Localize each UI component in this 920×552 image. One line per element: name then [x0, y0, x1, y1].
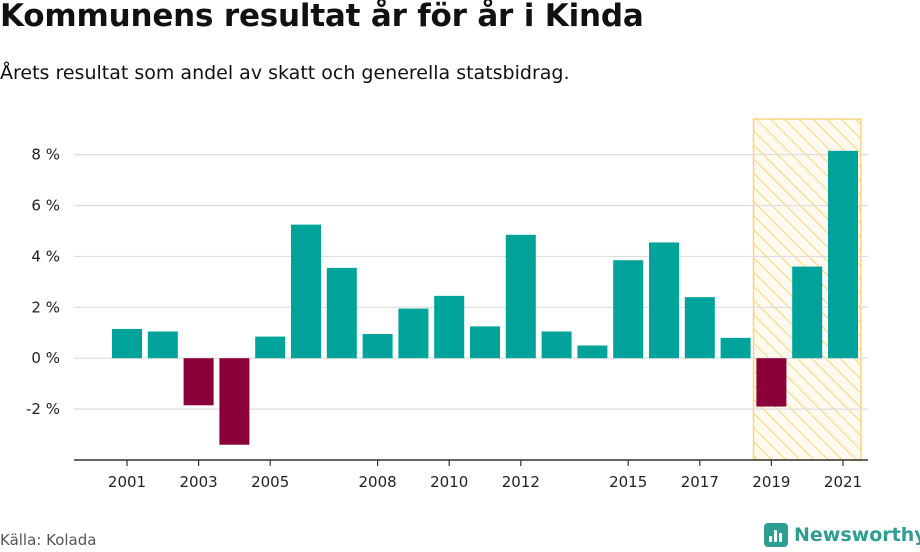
bar-2020	[792, 266, 823, 359]
x-tick-label: 2003	[180, 473, 218, 491]
x-tick-label: 2012	[502, 473, 540, 491]
bar-2006	[291, 224, 321, 359]
bar-2014	[577, 345, 608, 359]
x-tick-label: 2015	[609, 473, 647, 491]
source-note: Källa: Kolada	[0, 531, 97, 549]
logo-text: Newsworthy	[794, 524, 920, 546]
x-tick-label: 2001	[108, 473, 146, 491]
bar-chart-logo-icon	[764, 523, 788, 547]
x-tick-label: 2008	[359, 473, 397, 491]
y-tick-label: 2 %	[31, 298, 60, 316]
x-tick-label: 2019	[752, 473, 790, 491]
bar-2015	[613, 260, 644, 359]
y-tick-label: 4 %	[31, 247, 60, 265]
y-tick-label: 8 %	[31, 146, 60, 164]
bar-2012	[505, 234, 536, 359]
x-axis-labels: 2001 2003 2005 2008 2010 2012 2015 2017 2019 2021	[108, 473, 862, 491]
bar-2010	[434, 295, 465, 359]
bar-2008	[362, 334, 393, 359]
bar-2001	[112, 328, 142, 359]
bar-2007	[326, 267, 357, 359]
y-tick-label: 0 %	[31, 349, 60, 367]
chart-title: Kommunens resultat år för år i Kinda	[0, 0, 644, 34]
x-tick-label: 2010	[430, 473, 468, 491]
bar-2003	[183, 358, 214, 406]
bar-2009	[398, 308, 429, 359]
bar-2005	[255, 336, 286, 359]
newsworthy-logo: Newsworthy	[764, 520, 920, 550]
bar-2021	[828, 150, 858, 359]
bar-2002	[147, 331, 178, 359]
bar-2017	[684, 297, 715, 359]
x-tick-label: 2017	[681, 473, 719, 491]
y-tick-label: 6 %	[31, 197, 60, 215]
bar-2019	[756, 358, 787, 407]
y-tick-label: -2 %	[26, 400, 60, 418]
bars	[112, 150, 858, 445]
x-tick-label: 2021	[824, 473, 862, 491]
bar-2013	[541, 331, 572, 359]
x-tick-label: 2005	[251, 473, 289, 491]
bar-2016	[649, 242, 679, 359]
bar-2011	[470, 326, 500, 359]
bar-2004	[219, 358, 250, 445]
chart-subtitle: Årets resultat som andel av skatt och ge…	[0, 62, 570, 84]
y-axis-labels: -2 % 0 % 2 % 4 % 6 % 8 %	[26, 146, 60, 418]
bar-2018	[720, 337, 751, 359]
x-axis	[74, 459, 868, 466]
